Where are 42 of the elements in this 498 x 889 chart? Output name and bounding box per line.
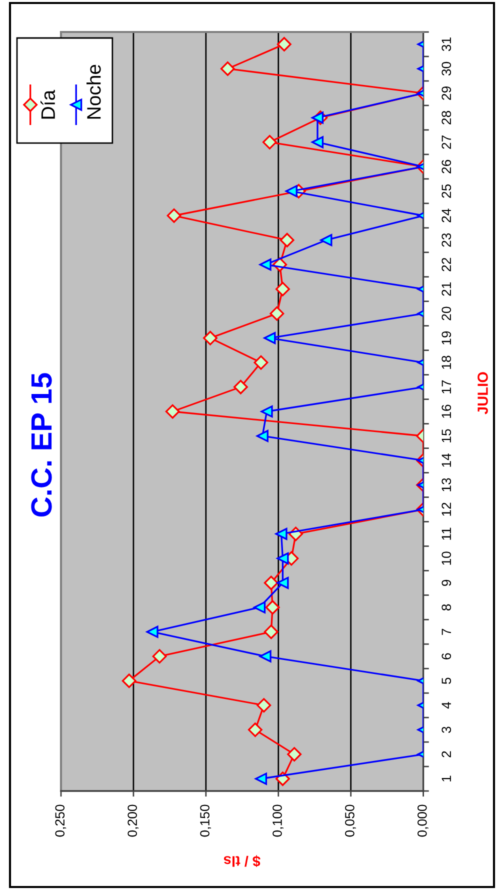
legend-label: Noche xyxy=(86,64,101,119)
y-tick-label: 19 xyxy=(442,331,452,344)
x-tick-label: 0,250 xyxy=(55,804,66,837)
x-axis-title: $ / tls xyxy=(224,855,260,868)
y-tick-label: 22 xyxy=(442,258,451,272)
y-tick-label: 16 xyxy=(442,404,452,418)
y-tick-label: 1 xyxy=(442,776,451,782)
y-tick-label: 2 xyxy=(442,751,451,758)
y-tick-label: 15 xyxy=(442,429,452,442)
y-tick-label: 4 xyxy=(442,702,451,709)
x-tick-label: 0,050 xyxy=(345,804,356,837)
y-tick-label: 9 xyxy=(442,580,452,586)
y-tick-label: 10 xyxy=(442,552,452,565)
y-tick-label: 8 xyxy=(442,604,452,610)
y-tick-label: 13 xyxy=(442,478,452,492)
y-tick-label: 20 xyxy=(442,306,452,320)
y-tick-label: 3 xyxy=(442,726,452,733)
y-tick-label: 14 xyxy=(442,454,451,467)
x-tick-label: 0,100 xyxy=(272,804,284,837)
y-tick-label: 7 xyxy=(442,628,451,635)
x-tick-label: 0,000 xyxy=(418,804,428,837)
x-tick-label: 0,150 xyxy=(200,804,212,837)
y-tick-label: 5 xyxy=(442,678,452,684)
text: C.C. EP 15 xyxy=(31,373,52,516)
y-tick-label: 11 xyxy=(442,528,451,540)
legend-label: Día xyxy=(40,90,56,119)
y-tick-label: 27 xyxy=(442,136,451,149)
y-tick-label: 28 xyxy=(442,110,452,124)
y-tick-label: 17 xyxy=(442,380,451,394)
y-tick-label: 29 xyxy=(442,86,452,100)
y-tick-label: 30 xyxy=(442,62,452,76)
y-tick-label: 31 xyxy=(442,38,452,52)
y-tick-label: 18 xyxy=(442,356,452,369)
y-tick-label: 21 xyxy=(442,282,451,296)
y-tick-label: 12 xyxy=(442,502,451,516)
x-tick-label: 0,200 xyxy=(128,804,139,837)
y-tick-label: 24 xyxy=(442,208,451,222)
y-tick-label: 23 xyxy=(442,233,452,247)
y-tick-label: 25 xyxy=(442,184,452,198)
y-axis-title: JULIO xyxy=(478,372,488,414)
y-tick-label: 6 xyxy=(442,653,452,660)
y-tick-label: 26 xyxy=(442,160,452,174)
